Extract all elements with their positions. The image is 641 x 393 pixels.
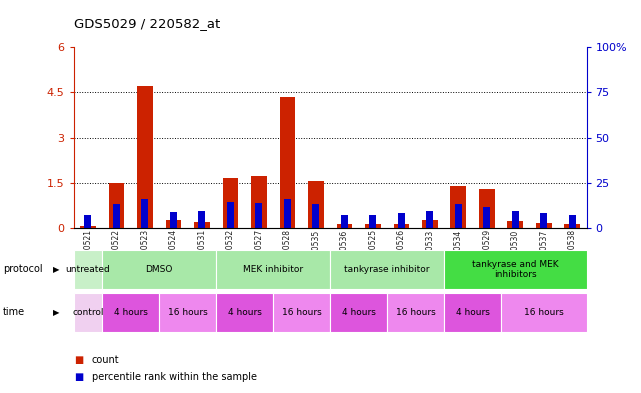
Text: ■: ■ bbox=[74, 354, 83, 365]
Text: 4 hours: 4 hours bbox=[113, 308, 147, 317]
Text: 4 hours: 4 hours bbox=[456, 308, 490, 317]
Text: GDS5029 / 220582_at: GDS5029 / 220582_at bbox=[74, 17, 220, 30]
Bar bbox=[227, 202, 234, 228]
Bar bbox=[255, 203, 262, 228]
Text: time: time bbox=[3, 307, 26, 318]
Text: 16 hours: 16 hours bbox=[524, 308, 563, 317]
Bar bbox=[365, 224, 381, 228]
Bar bbox=[216, 293, 273, 332]
Text: untreated: untreated bbox=[65, 265, 110, 274]
Text: tankyrase inhibitor: tankyrase inhibitor bbox=[344, 265, 430, 274]
Bar bbox=[455, 204, 462, 228]
Bar bbox=[565, 224, 580, 228]
Text: percentile rank within the sample: percentile rank within the sample bbox=[92, 372, 256, 382]
Text: ▶: ▶ bbox=[53, 308, 60, 317]
Bar bbox=[387, 293, 444, 332]
Text: control: control bbox=[72, 308, 104, 317]
Bar bbox=[279, 97, 296, 228]
Bar bbox=[251, 176, 267, 228]
Bar bbox=[108, 183, 124, 228]
Bar bbox=[512, 211, 519, 228]
Text: DMSO: DMSO bbox=[146, 265, 173, 274]
Bar bbox=[483, 207, 490, 228]
Bar bbox=[194, 222, 210, 228]
Bar bbox=[273, 293, 330, 332]
Bar bbox=[508, 221, 523, 228]
Bar bbox=[369, 215, 376, 228]
Bar bbox=[341, 215, 348, 228]
Bar bbox=[102, 250, 216, 289]
Bar bbox=[137, 86, 153, 228]
Bar bbox=[394, 224, 409, 228]
Bar bbox=[74, 250, 102, 289]
Bar bbox=[330, 293, 387, 332]
Bar bbox=[74, 293, 102, 332]
Bar bbox=[113, 204, 120, 228]
Bar bbox=[426, 211, 433, 228]
Bar bbox=[80, 226, 96, 228]
Bar bbox=[142, 199, 149, 228]
Bar bbox=[479, 189, 495, 228]
Bar bbox=[501, 293, 587, 332]
Bar bbox=[444, 293, 501, 332]
Bar bbox=[444, 250, 587, 289]
Text: 4 hours: 4 hours bbox=[342, 308, 376, 317]
Bar bbox=[216, 250, 330, 289]
Bar bbox=[536, 223, 552, 228]
Bar bbox=[569, 215, 576, 228]
Text: ■: ■ bbox=[74, 372, 83, 382]
Bar bbox=[308, 181, 324, 228]
Bar bbox=[159, 293, 216, 332]
Bar bbox=[451, 186, 466, 228]
Bar bbox=[540, 213, 547, 228]
Bar bbox=[165, 220, 181, 228]
Text: MEK inhibitor: MEK inhibitor bbox=[243, 265, 303, 274]
Text: 16 hours: 16 hours bbox=[282, 308, 322, 317]
Bar bbox=[398, 213, 405, 228]
Text: 16 hours: 16 hours bbox=[168, 308, 208, 317]
Text: protocol: protocol bbox=[3, 264, 43, 274]
Text: 4 hours: 4 hours bbox=[228, 308, 262, 317]
Text: tankyrase and MEK
inhibitors: tankyrase and MEK inhibitors bbox=[472, 259, 558, 279]
Bar bbox=[199, 211, 205, 228]
Text: ▶: ▶ bbox=[53, 265, 60, 274]
Bar bbox=[312, 204, 319, 228]
Bar bbox=[102, 293, 159, 332]
Bar bbox=[284, 199, 291, 228]
Bar bbox=[330, 250, 444, 289]
Bar bbox=[170, 212, 177, 228]
Bar bbox=[337, 224, 352, 228]
Bar bbox=[422, 220, 438, 228]
Text: 16 hours: 16 hours bbox=[395, 308, 435, 317]
Bar bbox=[85, 215, 92, 228]
Bar bbox=[222, 178, 238, 228]
Text: count: count bbox=[92, 354, 119, 365]
